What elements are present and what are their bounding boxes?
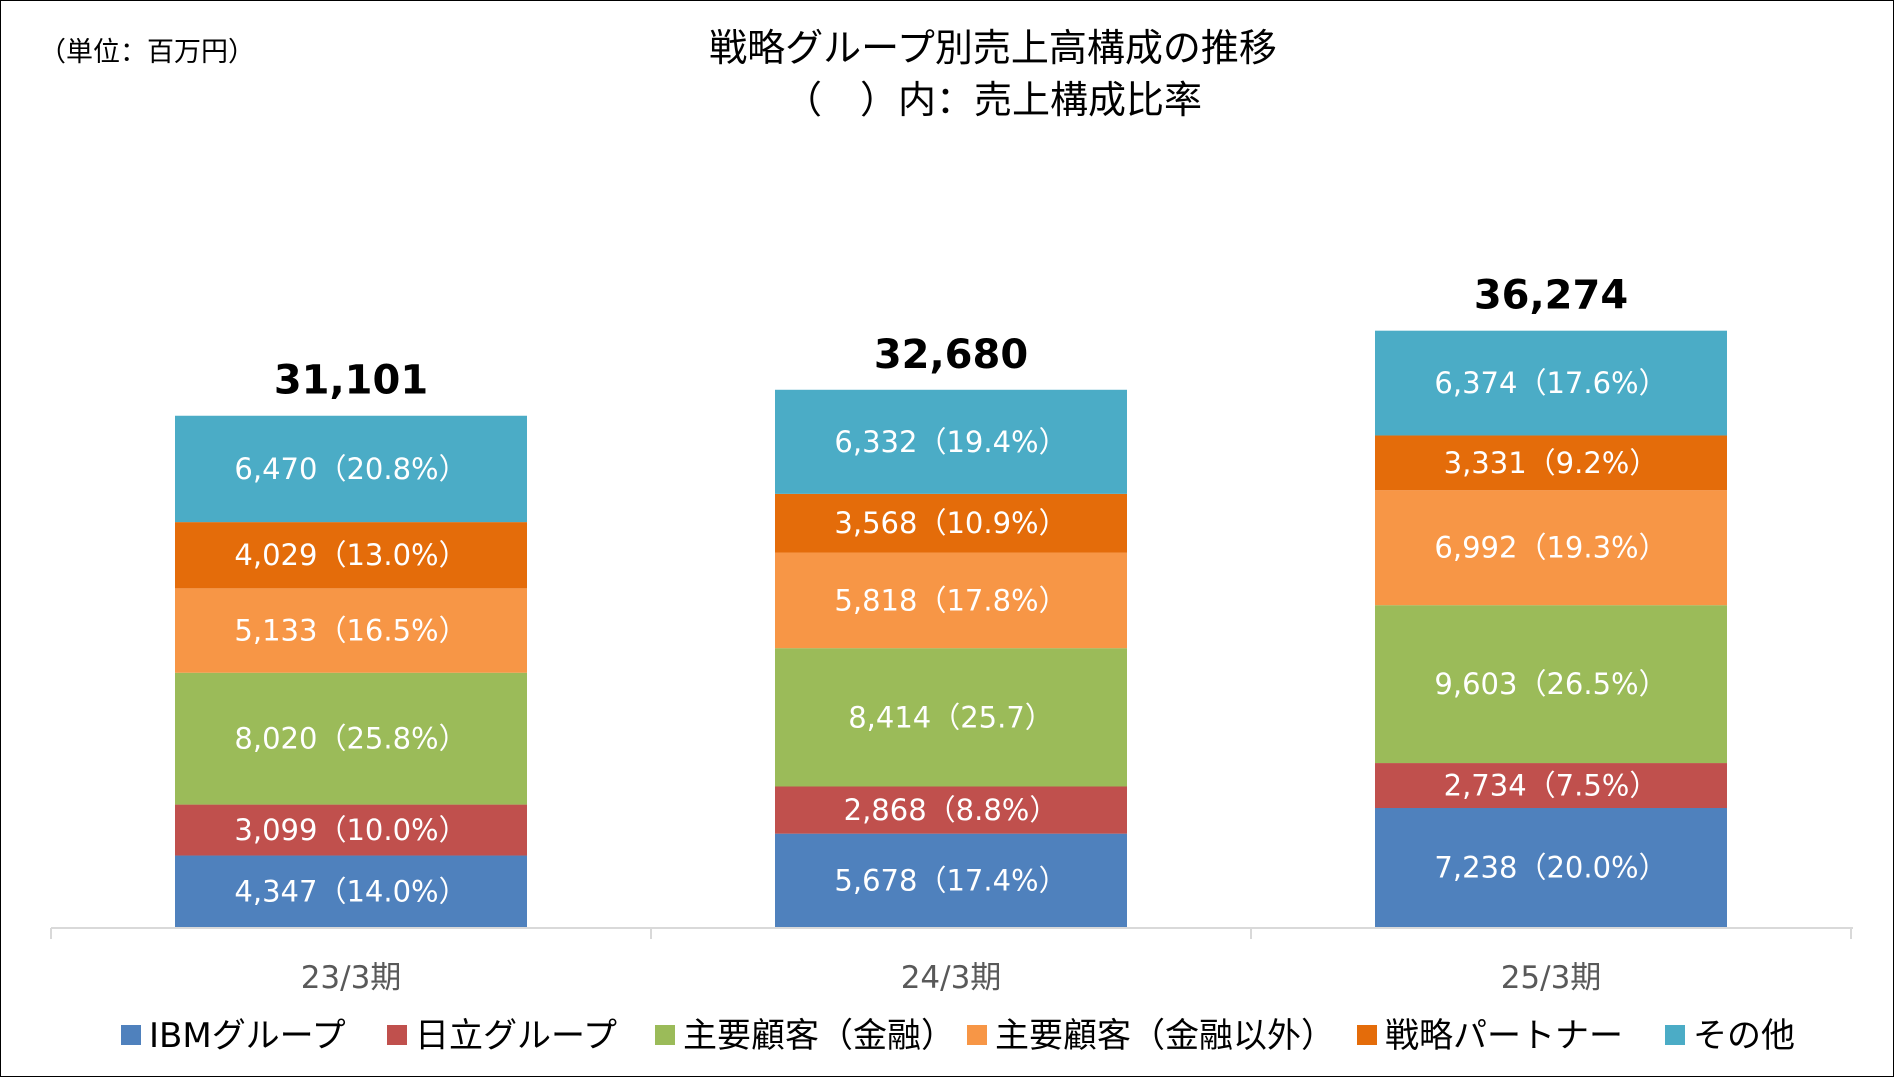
bar-segment-6-2 xyxy=(775,389,1127,494)
bar-segment-1-3 xyxy=(1375,808,1727,927)
bar-segment-2-1 xyxy=(175,804,527,856)
legend: IBMグループ 日立グループ 主要顧客（金融） 主要顧客（金融以外） 戦略パートナー その… xyxy=(121,1016,1795,1056)
segment-data-label: 6,332（19.4%） xyxy=(834,425,1067,459)
segment-data-label: 3,099（10.0%） xyxy=(234,813,467,847)
x-tick-label: 23/3期 xyxy=(301,960,402,996)
segment-data-label: 3,331（9.2%） xyxy=(1444,446,1659,480)
segment-data-label: 3,568（10.9%） xyxy=(834,506,1067,540)
x-tick-label: 24/3期 xyxy=(901,960,1002,996)
legend-label: その他 xyxy=(1693,1016,1795,1056)
chart-subtitle: （ ）内：売上構成比率 xyxy=(784,78,1202,122)
x-tick-label: 25/3期 xyxy=(1501,960,1602,996)
bar-segment-5-1 xyxy=(175,522,527,589)
segment-data-label: 7,238（20.0%） xyxy=(1434,851,1667,885)
segment-data-label: 2,868（8.8%） xyxy=(844,793,1059,827)
bar-segment-4-1 xyxy=(175,588,527,673)
bar-segment-6-1 xyxy=(175,415,527,523)
chart-title: 戦略グループ別売上高構成の推移 xyxy=(709,26,1277,70)
legend-label: 戦略パートナー xyxy=(1385,1016,1623,1056)
legend-label: 主要顧客（金融以外） xyxy=(995,1016,1335,1056)
legend-swatch xyxy=(655,1025,675,1045)
bar-segment-4-3 xyxy=(1375,490,1727,606)
segment-data-label: 8,020（25.8%） xyxy=(234,722,467,756)
segment-data-label: 6,374（17.6%） xyxy=(1434,366,1667,400)
total-label: 31,101 xyxy=(274,358,428,404)
segment-data-label: 5,133（16.5%） xyxy=(234,614,467,648)
legend-label: 主要顧客（金融） xyxy=(683,1016,955,1056)
bar-segment-3-2 xyxy=(775,648,1127,787)
bar-segment-3-3 xyxy=(1375,605,1727,764)
bar-segment-3-1 xyxy=(175,672,527,805)
segment-data-label: 5,818（17.8%） xyxy=(834,583,1067,617)
bar-segment-1-2 xyxy=(775,833,1127,927)
total-label: 32,680 xyxy=(874,332,1028,378)
segment-data-label: 6,470（20.8%） xyxy=(234,452,467,486)
plot-area: 4,347（14.0%） 3,099（10.0%） 8,020（25.8%） 5,13… xyxy=(50,273,1853,996)
legend-swatch xyxy=(967,1025,987,1045)
legend-swatch xyxy=(121,1025,141,1045)
segment-data-label: 8,414（25.7） xyxy=(848,700,1054,734)
bar-segment-6-3 xyxy=(1375,330,1727,436)
segment-data-label: 4,029（13.0%） xyxy=(234,538,467,572)
legend-swatch xyxy=(387,1025,407,1045)
bar-segment-5-2 xyxy=(775,493,1127,553)
legend-swatch xyxy=(1665,1025,1685,1045)
legend-label: 日立グループ xyxy=(415,1016,617,1056)
bar-segment-1-1 xyxy=(175,855,527,927)
bar-segment-2-3 xyxy=(1375,763,1727,809)
unit-label: （単位：百万円） xyxy=(39,37,255,68)
segment-data-label: 5,678（17.4%） xyxy=(834,863,1067,897)
segment-data-label: 6,992（19.3%） xyxy=(1434,531,1667,565)
segment-data-label: 4,347（14.0%） xyxy=(234,874,467,908)
segment-data-label: 9,603（26.5%） xyxy=(1434,667,1667,701)
total-label: 36,274 xyxy=(1474,273,1628,319)
segment-data-label: 2,734（7.5%） xyxy=(1444,769,1659,803)
bar-segment-4-2 xyxy=(775,552,1127,649)
bar-segment-5-3 xyxy=(1375,435,1727,491)
legend-swatch xyxy=(1357,1025,1377,1045)
legend-label: IBMグループ xyxy=(149,1016,346,1056)
bar-segment-2-2 xyxy=(775,786,1127,834)
